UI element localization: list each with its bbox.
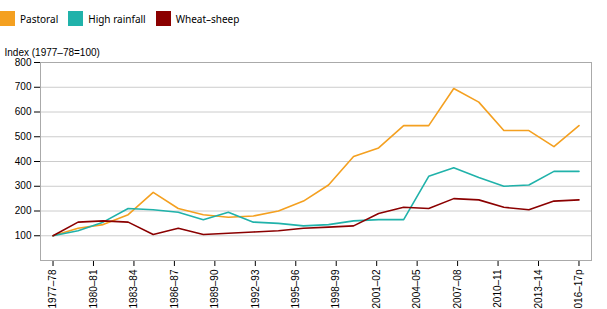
svg-text:200: 200 [15,205,32,216]
svg-text:100: 100 [15,230,32,241]
svg-text:2004–05: 2004–05 [411,269,422,308]
html-text:Pastoral: Pastoral [20,11,59,26]
svg-text:2013–14: 2013–14 [533,269,544,308]
svg-text:300: 300 [15,180,32,191]
svg-text:1998–99: 1998–99 [330,269,341,308]
svg-text:600: 600 [15,106,32,117]
svg-text:2001–02: 2001–02 [371,269,382,308]
svg-text:2016–17p: 2016–17p [573,269,584,309]
svg-text:500: 500 [15,131,32,142]
svg-text:Index (1977–78=100): Index (1977–78=100) [5,47,100,58]
svg-text:1992–93: 1992–93 [250,269,261,308]
svg-text:800: 800 [15,57,32,68]
svg-text:1977–78: 1977–78 [47,269,58,308]
html-text:Wheat–sheep: Wheat–sheep [175,11,240,26]
svg-text:1995–96: 1995–96 [290,269,301,308]
svg-text:1986–87: 1986–87 [169,269,180,308]
svg-text:1980–81: 1980–81 [88,269,99,308]
svg-text:2010–11: 2010–11 [492,269,503,308]
svg-text:400: 400 [15,156,32,167]
svg-text:1983–84: 1983–84 [128,269,139,308]
svg-text:1989–90: 1989–90 [209,269,220,308]
html-text:High rainfall: High rainfall [88,11,146,26]
svg-text:2007–08: 2007–08 [452,269,463,308]
svg-text:700: 700 [15,81,32,92]
